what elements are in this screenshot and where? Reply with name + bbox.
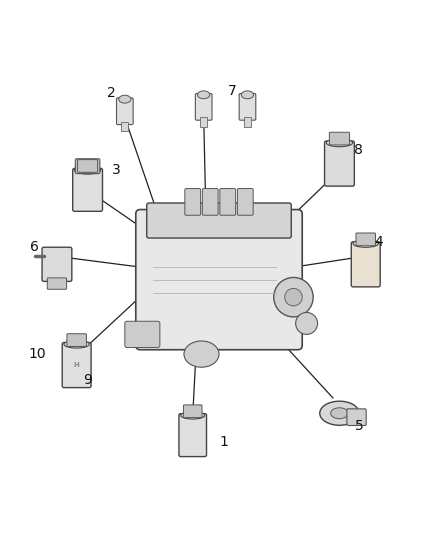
Text: 2: 2: [107, 86, 116, 101]
FancyBboxPatch shape: [347, 409, 366, 425]
Text: H: H: [74, 362, 80, 368]
Ellipse shape: [184, 341, 219, 367]
Text: 4: 4: [374, 236, 383, 249]
FancyBboxPatch shape: [78, 159, 98, 172]
Ellipse shape: [274, 278, 313, 317]
FancyBboxPatch shape: [325, 141, 354, 186]
FancyBboxPatch shape: [47, 278, 67, 289]
Ellipse shape: [180, 412, 205, 419]
FancyBboxPatch shape: [184, 405, 202, 418]
Ellipse shape: [326, 139, 353, 147]
FancyBboxPatch shape: [147, 203, 291, 238]
Text: 9: 9: [83, 374, 92, 387]
FancyBboxPatch shape: [202, 189, 218, 215]
Ellipse shape: [320, 401, 359, 425]
FancyBboxPatch shape: [220, 189, 236, 215]
Text: 8: 8: [354, 143, 363, 157]
FancyBboxPatch shape: [237, 189, 253, 215]
FancyBboxPatch shape: [73, 168, 102, 211]
Ellipse shape: [296, 312, 318, 334]
Ellipse shape: [198, 91, 210, 99]
Text: 6: 6: [30, 240, 39, 254]
FancyBboxPatch shape: [75, 159, 100, 174]
FancyBboxPatch shape: [42, 247, 72, 281]
FancyBboxPatch shape: [185, 189, 201, 215]
FancyBboxPatch shape: [329, 132, 350, 145]
FancyBboxPatch shape: [125, 321, 160, 348]
FancyBboxPatch shape: [136, 209, 302, 350]
FancyBboxPatch shape: [67, 334, 86, 346]
Text: 5: 5: [355, 419, 364, 433]
Ellipse shape: [353, 240, 378, 247]
FancyBboxPatch shape: [200, 117, 207, 127]
Text: 10: 10: [28, 347, 46, 361]
Ellipse shape: [285, 288, 302, 306]
FancyBboxPatch shape: [239, 93, 256, 120]
FancyBboxPatch shape: [62, 343, 91, 387]
FancyBboxPatch shape: [179, 414, 207, 457]
Text: 1: 1: [219, 435, 228, 449]
Ellipse shape: [331, 408, 348, 419]
FancyBboxPatch shape: [244, 117, 251, 127]
FancyBboxPatch shape: [356, 233, 375, 246]
FancyBboxPatch shape: [121, 122, 128, 131]
Ellipse shape: [119, 95, 131, 103]
Ellipse shape: [74, 166, 101, 174]
Text: 7: 7: [228, 84, 237, 98]
FancyBboxPatch shape: [195, 93, 212, 120]
Ellipse shape: [64, 341, 89, 348]
Text: 3: 3: [112, 163, 120, 177]
FancyBboxPatch shape: [117, 98, 133, 125]
FancyBboxPatch shape: [351, 242, 380, 287]
Ellipse shape: [241, 91, 254, 99]
